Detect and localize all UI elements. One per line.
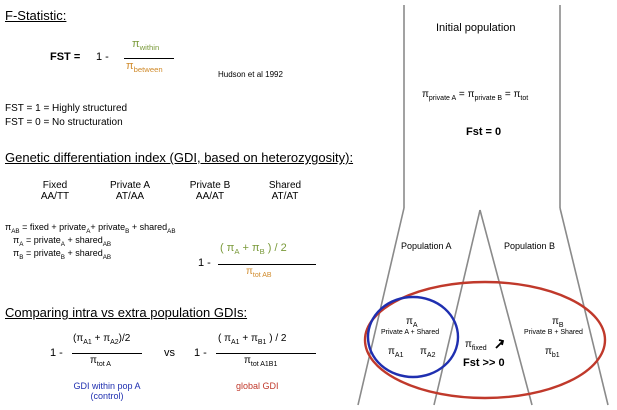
fst-line2: FST = 0 = No structuration — [5, 117, 123, 128]
right-fraction-bar — [216, 353, 316, 354]
pi-a2-diagram: πA2 — [420, 346, 436, 359]
gdi-fraction-bar — [218, 264, 316, 265]
private-a-shared-label: Private A + Shared — [381, 329, 440, 336]
eq-pi-b: πB = privateB + sharedAB — [13, 248, 112, 261]
private-b-shared-label: Private B + Shared — [524, 329, 583, 336]
fst-one-minus: 1 - — [96, 51, 109, 63]
label-gdi-within: GDI within pop A (control) — [73, 381, 141, 401]
fst-line1: FST = 1 = Highly structured — [5, 103, 128, 114]
label-global-gdi: global GDI — [236, 381, 279, 391]
global-ellipse — [363, 280, 607, 400]
fst-label: FST = — [50, 51, 81, 63]
col-private-b: Private B AA/AT — [189, 180, 231, 202]
gdi-one-minus: 1 - — [198, 257, 211, 269]
eq-pi-ab: πAB = fixed + privateA+ privateB + share… — [5, 222, 176, 235]
right-one-minus: 1 - — [194, 347, 207, 359]
gdi-denominator: πtot AB — [246, 266, 272, 279]
right-denominator: πtot A1B1 — [244, 355, 278, 368]
pop-a-ellipse — [366, 295, 460, 379]
pi-between: πbetween — [126, 60, 163, 75]
gdi-numerator: ( πA + πB ) / 2 — [220, 242, 287, 257]
pi-a-diagram: πA — [406, 316, 418, 329]
pi-within: πwithin — [132, 38, 160, 53]
tree-inner-left — [433, 209, 481, 406]
population-a-label: Population A — [401, 241, 452, 251]
citation: Hudson et al 1992 — [218, 70, 283, 79]
vs-label: vs — [164, 347, 175, 359]
left-numerator: (πA1 + πA2)/2 — [73, 333, 131, 346]
left-fraction-bar — [72, 353, 142, 354]
left-one-minus: 1 - — [50, 347, 63, 359]
pi-a1-diagram: πA1 — [388, 346, 404, 359]
compare-heading: Comparing intra vs extra population GDIs… — [5, 305, 248, 320]
arrow-icon — [495, 339, 505, 349]
fst-large-label: Fst >> 0 — [463, 357, 505, 369]
fst-fraction-bar — [124, 58, 174, 59]
tree-left-split — [357, 207, 405, 406]
tree-inner-right — [479, 209, 533, 406]
fst-zero-label: Fst = 0 — [466, 126, 502, 138]
gdi-heading: Genetic differentiation index (GDI, base… — [5, 150, 354, 165]
equal-diversity-eq: πprivate A = πprivate B = πtot — [422, 89, 529, 102]
left-denominator: πtot A — [90, 355, 111, 368]
initial-population-label: Initial population — [436, 22, 516, 34]
population-b-label: Population B — [504, 241, 556, 251]
fstat-heading: F-Statistic: — [5, 8, 67, 23]
col-private-a: Private A AT/AA — [109, 180, 151, 202]
pi-b1-diagram: πb1 — [545, 346, 560, 359]
pi-b-diagram: πB — [552, 316, 564, 329]
col-fixed: Fixed AA/TT — [40, 180, 70, 202]
col-shared: Shared AT/AT — [268, 180, 302, 202]
eq-pi-a: πA = privateA + sharedAB — [13, 235, 112, 248]
pi-fixed-diagram: πfixed — [465, 339, 487, 352]
right-numerator: ( πA1 + πB1 ) / 2 — [218, 333, 287, 346]
